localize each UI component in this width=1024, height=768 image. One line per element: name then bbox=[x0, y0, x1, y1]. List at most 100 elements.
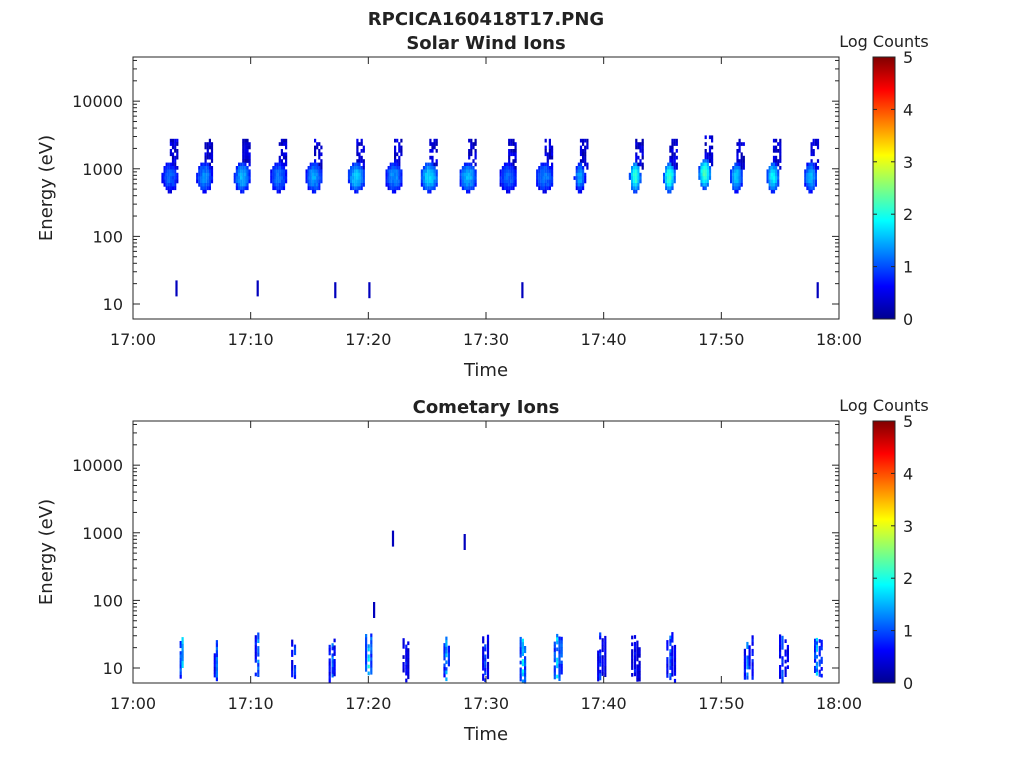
spectrogram-cell bbox=[548, 186, 551, 191]
spectrogram-cell bbox=[599, 669, 602, 674]
spectrogram-cell bbox=[558, 639, 561, 644]
spectrogram-cell bbox=[257, 666, 260, 671]
spectrogram-cell bbox=[240, 172, 243, 177]
spectrogram-cell bbox=[181, 654, 184, 658]
spectrogram-cell bbox=[628, 176, 631, 180]
spectrogram-cell bbox=[165, 166, 168, 170]
spectrogram-cell bbox=[538, 186, 541, 191]
spectrogram-cell bbox=[367, 647, 370, 652]
spectrogram-cell bbox=[254, 638, 257, 643]
spectrogram-cell bbox=[466, 176, 469, 180]
spectrogram-cell bbox=[510, 176, 513, 180]
spectrogram-cell bbox=[210, 166, 214, 170]
spectrogram-cell bbox=[772, 169, 776, 174]
spectrogram-cell bbox=[280, 149, 283, 153]
spectrogram-cell bbox=[270, 172, 273, 177]
spectrogram-cell bbox=[639, 145, 642, 150]
spectrogram-cell bbox=[278, 179, 281, 184]
spectrogram-cell bbox=[358, 162, 361, 167]
spectrogram-cell bbox=[820, 673, 823, 678]
spectrogram-cell bbox=[779, 138, 782, 143]
spectrogram-cell bbox=[198, 179, 201, 184]
spectrogram-cell bbox=[435, 159, 438, 163]
spectrogram-cell bbox=[165, 179, 168, 184]
spectrogram-cell bbox=[675, 149, 678, 153]
spectrogram-cell bbox=[402, 638, 405, 642]
spectrogram-cell bbox=[779, 145, 782, 150]
spectrogram-cell bbox=[484, 678, 487, 682]
spectrogram-cell bbox=[463, 162, 467, 167]
spectrogram-cell bbox=[246, 186, 249, 191]
spectrogram-cell bbox=[746, 658, 749, 663]
spectrogram-cell bbox=[169, 186, 172, 191]
spectrogram-cell bbox=[768, 183, 771, 187]
spectrogram-cell bbox=[385, 179, 388, 184]
spectrogram-cell bbox=[445, 650, 448, 654]
spectrogram-cell bbox=[167, 179, 170, 184]
spectrogram-cell bbox=[740, 159, 743, 163]
spectrogram-blob bbox=[698, 135, 714, 191]
spectrogram-cell bbox=[548, 145, 551, 150]
spectrogram-cell bbox=[704, 162, 707, 167]
spectrogram-cell bbox=[631, 652, 634, 657]
spectrogram-cell bbox=[274, 166, 277, 170]
spectrogram-cell bbox=[407, 658, 410, 663]
spectrogram-cell bbox=[553, 668, 556, 673]
spectrogram-cell bbox=[582, 176, 585, 180]
spectrogram-cell bbox=[501, 176, 504, 180]
spectrogram-cell bbox=[242, 169, 245, 174]
spectrogram-cell bbox=[770, 176, 773, 180]
spectrogram-cell bbox=[777, 142, 780, 146]
spectrogram-cell bbox=[360, 149, 363, 153]
spectrogram-cell bbox=[400, 172, 403, 177]
spectrogram-cell bbox=[560, 640, 563, 644]
spectrogram-cell bbox=[407, 655, 410, 659]
spectrogram-cell bbox=[560, 650, 563, 655]
spectrogram-cell bbox=[447, 652, 450, 657]
spectrogram-cell bbox=[238, 162, 241, 167]
spectrogram-cell bbox=[316, 183, 319, 187]
spectrogram-cell bbox=[673, 138, 676, 143]
spectrogram-cell bbox=[360, 186, 363, 191]
spectrogram-cell bbox=[506, 186, 509, 191]
spectrogram-cell bbox=[280, 152, 283, 157]
spectrogram-cell bbox=[311, 162, 315, 167]
spectrogram-cell bbox=[702, 169, 705, 174]
spectrogram-cell bbox=[665, 179, 668, 184]
spectrogram-cell bbox=[174, 172, 177, 177]
spectrogram-cell bbox=[435, 179, 438, 184]
spectrogram-cell bbox=[328, 675, 331, 680]
spectrogram-cell bbox=[365, 634, 368, 638]
spectrogram-cell bbox=[503, 169, 507, 174]
spectrogram-cell bbox=[278, 155, 281, 160]
spectrogram-cell bbox=[775, 186, 778, 191]
spectrogram-cell bbox=[779, 648, 782, 652]
spectrogram-cell bbox=[816, 166, 820, 170]
x-tick-label: 17:50 bbox=[698, 694, 744, 713]
spectrogram-cell bbox=[276, 176, 279, 180]
spectrogram-cell bbox=[519, 647, 522, 651]
spectrogram-cell bbox=[272, 183, 275, 187]
spectrogram-cell bbox=[242, 155, 245, 160]
spectrogram-cell bbox=[732, 169, 735, 174]
spectrogram-cell bbox=[291, 663, 294, 668]
spectrogram-cell bbox=[698, 169, 701, 174]
spectrogram-cell bbox=[309, 179, 312, 184]
spectrogram-cell bbox=[599, 673, 602, 677]
spectrogram-cell bbox=[508, 176, 511, 180]
spectrogram-cell bbox=[433, 186, 436, 191]
spectrogram-cell bbox=[743, 669, 746, 673]
spectrogram-cell bbox=[671, 169, 674, 174]
spectrogram-cell bbox=[169, 183, 172, 187]
spectrogram-streak bbox=[743, 635, 754, 680]
spectrogram-cell bbox=[405, 671, 408, 676]
spectrogram-cell bbox=[320, 145, 323, 150]
spectrogram-streak bbox=[254, 632, 260, 677]
spectrogram-cell bbox=[786, 655, 789, 659]
spectrogram-cell bbox=[365, 654, 368, 659]
spectrogram-cell bbox=[628, 172, 631, 177]
spectrogram-cell bbox=[671, 662, 674, 667]
spectrogram-cell bbox=[558, 663, 561, 668]
spectrogram-cell bbox=[638, 647, 641, 651]
spectrogram-cell bbox=[666, 643, 669, 648]
